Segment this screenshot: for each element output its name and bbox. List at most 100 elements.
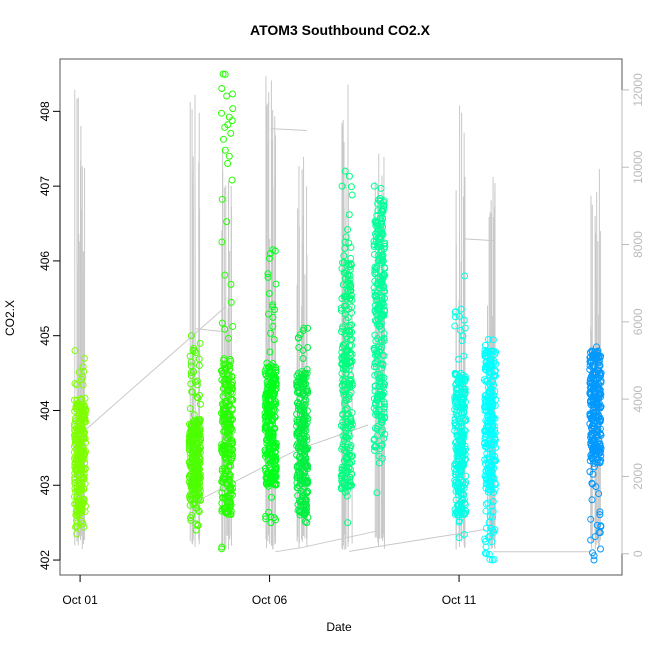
data-point [269, 313, 277, 321]
data-point [219, 417, 227, 425]
data-point [218, 489, 226, 497]
data-point [597, 522, 605, 530]
data-point [73, 396, 81, 404]
data-point [186, 352, 194, 360]
data-point [373, 263, 381, 271]
data-point [491, 526, 499, 534]
data-point [461, 324, 469, 332]
data-point [374, 396, 382, 404]
secondary-line [81, 305, 227, 434]
data-point [195, 473, 203, 481]
data-point [596, 416, 604, 424]
data-point [487, 360, 495, 368]
data-point [347, 336, 355, 344]
data-point [456, 466, 464, 474]
data-point [347, 414, 355, 422]
data-point [193, 504, 201, 512]
data-point [595, 367, 603, 375]
data-point [268, 378, 276, 386]
data-point [597, 452, 605, 460]
data-point [379, 287, 387, 295]
data-point [348, 382, 356, 390]
data-point [489, 508, 497, 516]
data-point [74, 426, 82, 434]
data-point [228, 405, 236, 413]
data-point [73, 493, 81, 501]
data-point [451, 396, 459, 404]
data-point [264, 373, 272, 381]
data-point [302, 509, 310, 517]
data-point [371, 387, 379, 395]
data-point [375, 256, 383, 264]
data-point [222, 364, 230, 372]
data-point [376, 387, 384, 395]
data-point [297, 480, 305, 488]
data-point [453, 452, 461, 460]
data-point [270, 336, 278, 344]
data-point [78, 417, 86, 425]
data-point [266, 329, 274, 337]
data-point [340, 377, 348, 385]
data-point [294, 429, 302, 437]
data-point [379, 360, 387, 368]
data-point [594, 425, 602, 433]
data-point [377, 258, 385, 266]
x-tick-label: Oct 06 [252, 593, 288, 607]
data-point [482, 377, 490, 385]
data-point [269, 322, 277, 330]
data-point [261, 426, 269, 434]
data-point [370, 182, 378, 190]
data-point [340, 446, 348, 454]
data-point [490, 488, 498, 496]
data-point [270, 400, 278, 408]
data-point [454, 403, 462, 411]
data-point [78, 396, 86, 404]
data-point [227, 298, 235, 306]
data-point [300, 380, 308, 388]
data-point [589, 422, 597, 430]
data-point [589, 409, 597, 417]
data-point [370, 363, 378, 371]
data-point [342, 454, 350, 462]
data-point [345, 481, 353, 489]
data-point [187, 332, 195, 340]
data-point [196, 426, 204, 434]
data-point [225, 484, 233, 492]
y2-tick-label: 8000 [631, 231, 645, 258]
data-point [80, 354, 88, 362]
data-point [218, 441, 226, 449]
data-point [378, 277, 386, 285]
data-point [486, 555, 494, 563]
data-point [371, 435, 379, 443]
data-point [596, 511, 604, 519]
data-point [341, 397, 349, 405]
x-tick-label: Oct 11 [442, 593, 477, 607]
data-point [266, 463, 274, 471]
data-point [485, 388, 493, 396]
data-point [484, 440, 492, 448]
data-point [75, 402, 83, 410]
data-point [75, 409, 83, 417]
data-point [371, 443, 379, 451]
data-point [218, 84, 226, 92]
data-point [219, 494, 227, 502]
data-point [261, 423, 269, 431]
data-point [341, 488, 349, 496]
data-point [191, 466, 199, 474]
data-point [455, 534, 463, 542]
data-point [342, 233, 350, 241]
data-point [227, 501, 235, 509]
data-point [74, 454, 82, 462]
data-point [347, 292, 355, 300]
data-point [341, 380, 349, 388]
data-point [75, 471, 83, 479]
data-point [347, 260, 355, 268]
data-point [301, 392, 309, 400]
data-point [226, 365, 234, 373]
data-point [372, 268, 380, 276]
data-point [492, 360, 500, 368]
data-point [344, 225, 352, 233]
data-point [194, 465, 202, 473]
data-point [373, 489, 381, 497]
data-point [483, 442, 491, 450]
